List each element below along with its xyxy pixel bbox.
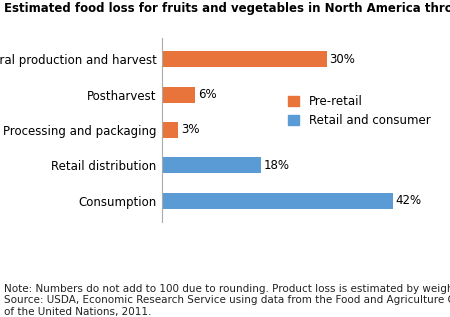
Bar <box>162 122 179 138</box>
Text: 42%: 42% <box>396 194 422 207</box>
Text: 30%: 30% <box>329 53 356 66</box>
Text: 3%: 3% <box>181 123 200 137</box>
Legend: Pre-retail, Retail and consumer: Pre-retail, Retail and consumer <box>288 95 431 127</box>
Bar <box>162 51 327 67</box>
Bar <box>162 193 392 209</box>
Text: Estimated food loss for fruits and vegetables in North America throughout the su: Estimated food loss for fruits and veget… <box>4 2 450 15</box>
Text: Note: Numbers do not add to 100 due to rounding. Product loss is estimated by we: Note: Numbers do not add to 100 due to r… <box>4 284 450 317</box>
Bar <box>162 87 195 103</box>
Bar <box>162 157 261 173</box>
Text: 6%: 6% <box>198 88 216 101</box>
Text: 18%: 18% <box>264 159 289 172</box>
